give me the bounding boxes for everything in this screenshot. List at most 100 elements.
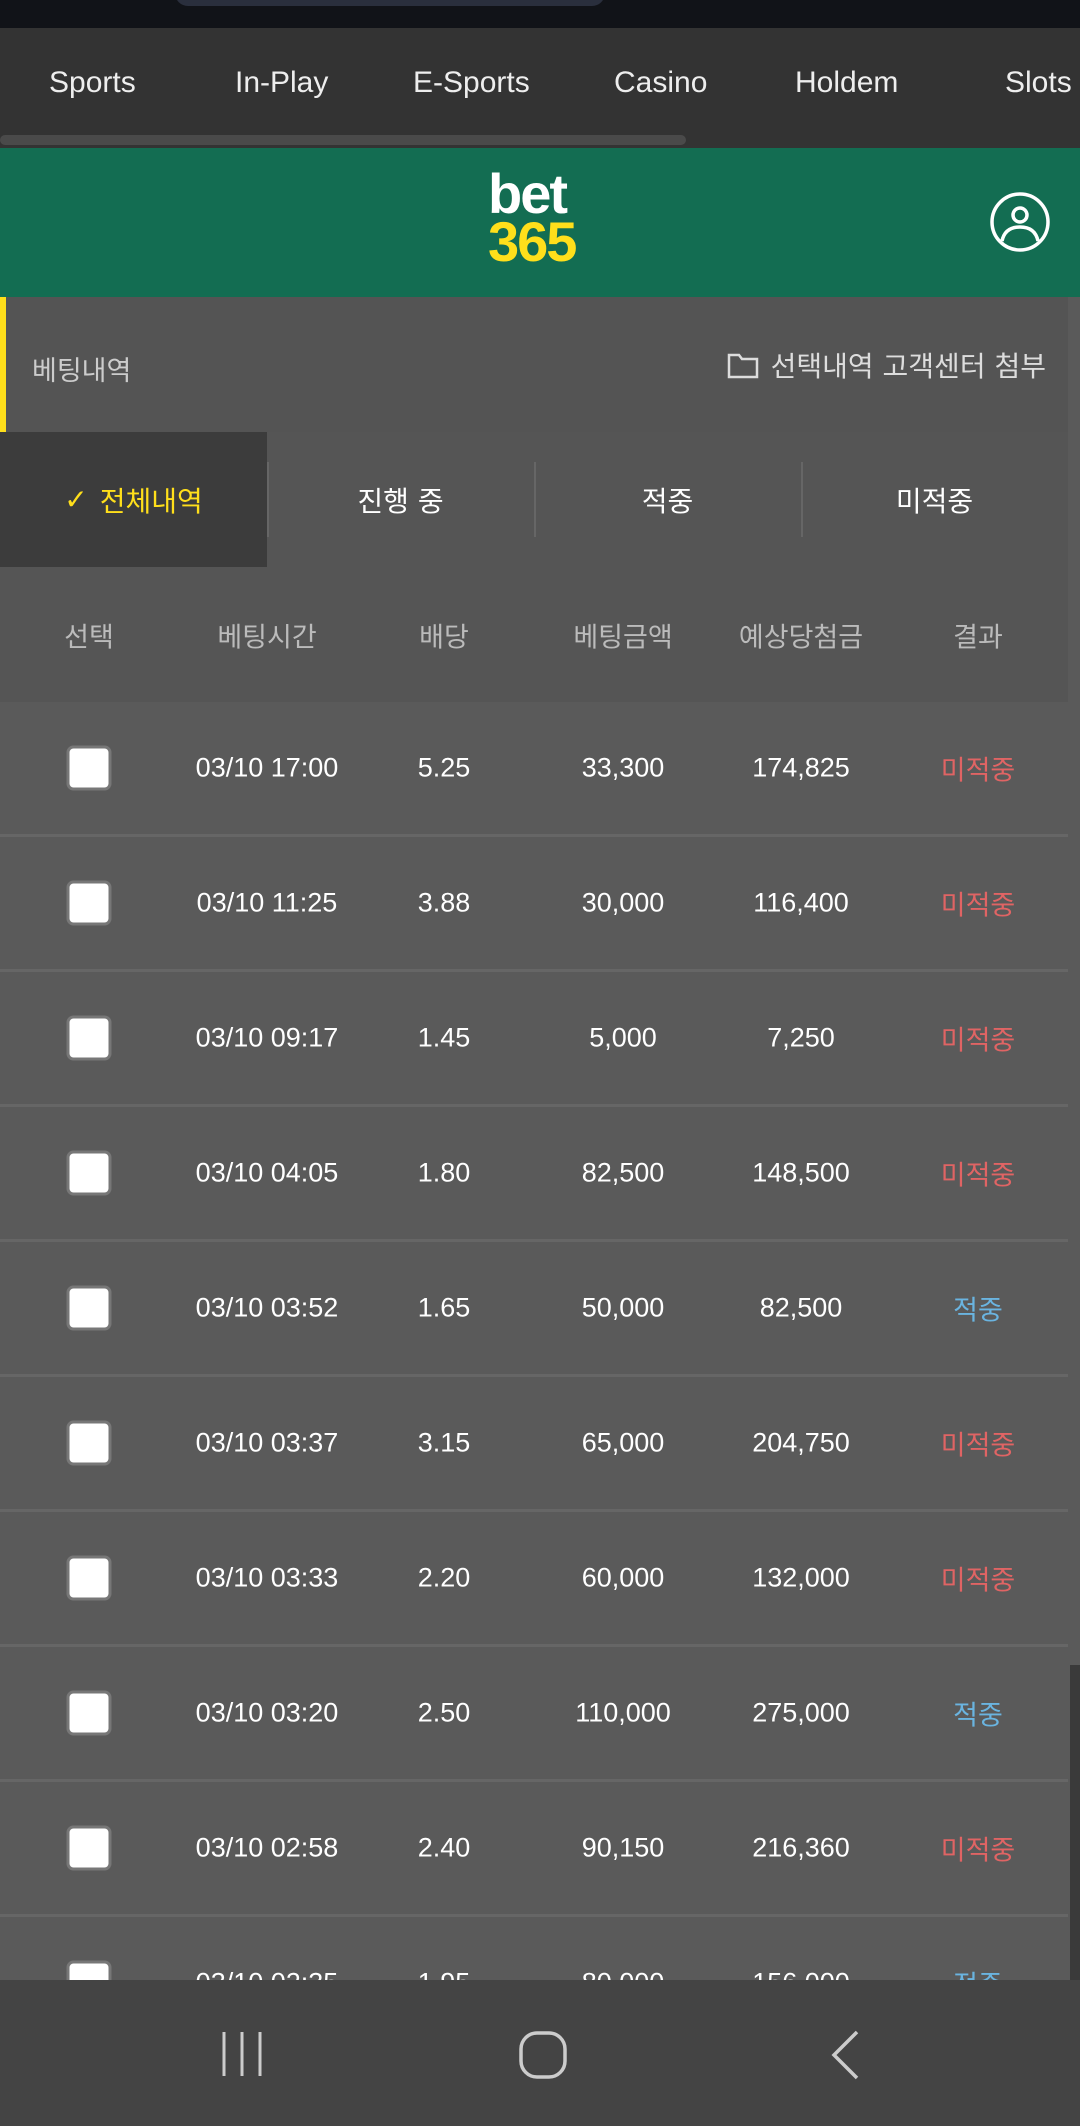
- cell-time: 03/10 02:58: [195, 1832, 339, 1863]
- cell-time: 03/10 04:05: [195, 1157, 339, 1188]
- cell-payout: 216,360: [752, 1832, 850, 1863]
- tab-label: 적중: [641, 484, 694, 518]
- cell-stake: 60,000: [581, 1562, 665, 1593]
- header-payout: 예상당첨금: [738, 622, 864, 653]
- cell-time: 03/10 03:52: [195, 1292, 339, 1323]
- cell-odds: 3.88: [417, 887, 471, 918]
- tab-in-progress[interactable]: 진행 중: [267, 432, 534, 567]
- site-header: bet 365: [0, 148, 1080, 297]
- table-row: 03/10 03:37 3.15 65,000 204,750 미적중: [0, 1377, 1068, 1512]
- betting-history-header: 베팅내역 선택내역 고객센터 첨부: [0, 297, 1068, 432]
- row-checkbox[interactable]: [66, 745, 112, 791]
- table-row: 03/10 17:00 5.25 33,300 174,825 미적중: [0, 702, 1068, 837]
- nav-scrollbar[interactable]: [0, 135, 686, 145]
- cell-odds: 2.20: [417, 1562, 471, 1593]
- recent-apps-button[interactable]: [220, 2030, 264, 2082]
- cell-payout: 116,400: [753, 887, 849, 918]
- nav-slots[interactable]: Slots: [1005, 66, 1072, 99]
- home-icon: [519, 2031, 567, 2079]
- cell-odds: 2.50: [417, 1697, 471, 1728]
- logo-top: bet: [488, 162, 568, 225]
- nav-e-sports[interactable]: E-Sports: [413, 66, 530, 99]
- tab-label: 미적중: [895, 484, 974, 518]
- table-row: 03/10 03:20 2.50 110,000 275,000 적중: [0, 1647, 1068, 1782]
- header-result: 결과: [953, 622, 1003, 653]
- result-badge: 적중: [953, 1295, 1003, 1327]
- cell-stake: 33,300: [581, 752, 665, 783]
- cell-odds: 2.40: [417, 1832, 471, 1863]
- back-icon: [831, 2030, 859, 2080]
- recent-apps-icon: [222, 2032, 262, 2076]
- table-row: 03/10 11:25 3.88 30,000 116,400 미적중: [0, 837, 1068, 972]
- folder-icon: [727, 353, 758, 379]
- cell-time: 03/10 03:20: [195, 1697, 339, 1728]
- header-select: 선택: [64, 622, 114, 653]
- cell-odds: 1.80: [417, 1157, 471, 1188]
- nav-holdem[interactable]: Holdem: [795, 66, 899, 99]
- cell-stake: 65,000: [581, 1427, 665, 1458]
- check-icon: ✓: [64, 483, 88, 516]
- system-nav-bar: [0, 1980, 1080, 2126]
- table-row: 03/10 04:05 1.80 82,500 148,500 미적중: [0, 1107, 1068, 1242]
- tab-won[interactable]: 적중: [534, 432, 801, 567]
- result-badge: 미적중: [940, 755, 1016, 787]
- row-checkbox[interactable]: [66, 1150, 112, 1196]
- cell-payout: 7,250: [767, 1022, 835, 1053]
- cell-stake: 90,150: [581, 1832, 665, 1863]
- cell-stake: 110,000: [575, 1697, 671, 1728]
- cell-payout: 174,825: [752, 752, 850, 783]
- cell-time: 03/10 17:00: [195, 752, 339, 783]
- logo-bottom: 365: [488, 210, 577, 273]
- table-row: 03/10 02:58 2.40 90,150 216,360 미적중: [0, 1782, 1068, 1917]
- attach-to-support-button[interactable]: 선택내역 고객센터 첨부: [727, 345, 1046, 385]
- row-checkbox[interactable]: [66, 1015, 112, 1061]
- row-checkbox[interactable]: [66, 1825, 112, 1871]
- table-row: 03/10 03:52 1.65 50,000 82,500 적중: [0, 1242, 1068, 1377]
- cell-time: 03/10 11:25: [196, 887, 338, 918]
- section-title: 베팅내역: [32, 356, 132, 387]
- cell-time: 03/10 09:17: [195, 1022, 339, 1053]
- cell-odds: 1.65: [417, 1292, 471, 1323]
- cell-payout: 82,500: [759, 1292, 843, 1323]
- nav-in-play[interactable]: In-Play: [235, 66, 329, 99]
- header-time: 베팅시간: [217, 622, 317, 653]
- tab-lost[interactable]: 미적중: [801, 432, 1068, 567]
- tab-label: 전체내역: [99, 484, 203, 518]
- result-badge: 미적중: [940, 1025, 1016, 1057]
- nav-sports[interactable]: Sports: [49, 66, 136, 99]
- cell-payout: 204,750: [752, 1427, 850, 1458]
- user-circle-icon[interactable]: [989, 191, 1051, 253]
- home-button[interactable]: [518, 2030, 568, 2084]
- top-nav: Sports In-Play E-Sports Casino Holdem Sl…: [0, 28, 1080, 148]
- cell-payout: 132,000: [752, 1562, 850, 1593]
- cell-payout: 148,500: [752, 1157, 850, 1188]
- row-checkbox[interactable]: [66, 880, 112, 926]
- cell-stake: 82,500: [581, 1157, 665, 1188]
- filter-tabs: ✓ 전체내역 진행 중 적중 미적중: [0, 432, 1068, 567]
- cell-time: 03/10 03:33: [195, 1562, 339, 1593]
- tab-all[interactable]: ✓ 전체내역: [0, 432, 267, 567]
- table-row: 03/10 09:17 1.45 5,000 7,250 미적중: [0, 972, 1068, 1107]
- cell-odds: 5.25: [417, 752, 471, 783]
- result-badge: 미적중: [940, 1565, 1016, 1597]
- result-badge: 미적중: [940, 890, 1016, 922]
- row-checkbox[interactable]: [66, 1690, 112, 1736]
- result-badge: 적중: [953, 1700, 1003, 1732]
- cell-stake: 5,000: [589, 1022, 657, 1053]
- attach-label: 선택내역 고객센터 첨부: [770, 350, 1046, 383]
- cell-stake: 30,000: [581, 887, 665, 918]
- page-scrollbar[interactable]: [1070, 1665, 1080, 1985]
- cell-payout: 275,000: [752, 1697, 850, 1728]
- header-odds: 배당: [419, 622, 469, 653]
- cell-time: 03/10 03:37: [195, 1427, 339, 1458]
- cell-stake: 50,000: [581, 1292, 665, 1323]
- nav-casino[interactable]: Casino: [614, 66, 708, 99]
- status-pill: [175, 0, 605, 6]
- table-row: 03/10 03:33 2.20 60,000 132,000 미적중: [0, 1512, 1068, 1647]
- bet365-logo[interactable]: bet 365: [488, 162, 577, 273]
- row-checkbox[interactable]: [66, 1420, 112, 1466]
- back-button[interactable]: [830, 2030, 860, 2084]
- row-checkbox[interactable]: [66, 1285, 112, 1331]
- result-badge: 미적중: [940, 1835, 1016, 1867]
- row-checkbox[interactable]: [66, 1555, 112, 1601]
